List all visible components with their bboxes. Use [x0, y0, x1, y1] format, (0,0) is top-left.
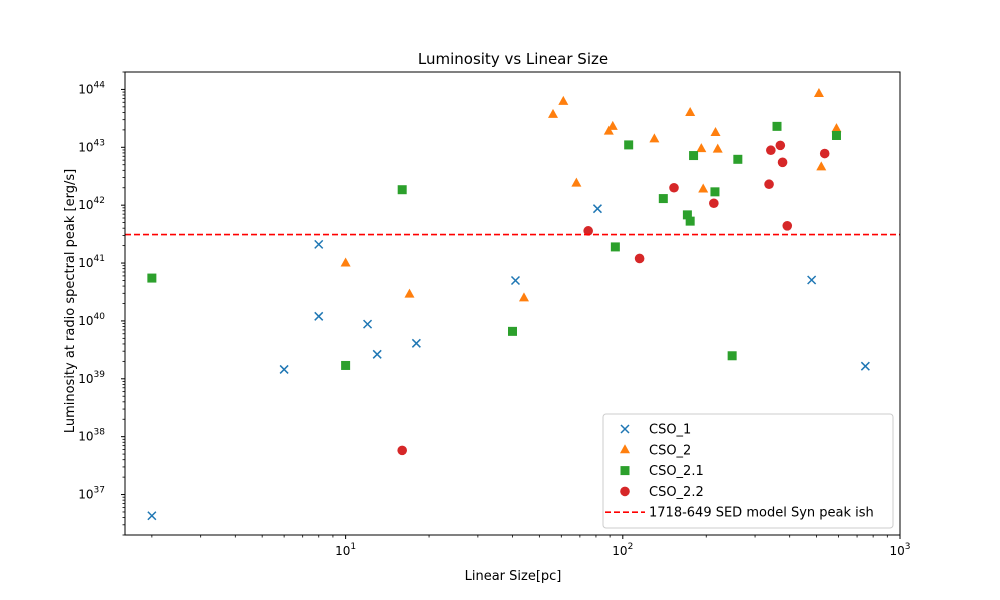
- data-point: [709, 198, 719, 209]
- data-point: [314, 311, 324, 321]
- data-point: [411, 338, 421, 348]
- legend-marker: [620, 486, 630, 497]
- data-points: [125, 88, 900, 521]
- y-axis-label: Luminosity at radio spectral peak [erg/s…: [63, 169, 78, 433]
- x-axis-label: Linear Size[pc]: [465, 569, 562, 584]
- data-point: [397, 445, 407, 456]
- legend-label: CSO_2.1: [649, 464, 704, 479]
- data-point: [860, 361, 870, 371]
- legend-box: [602, 413, 894, 529]
- data-point: [696, 143, 707, 153]
- data-point: [610, 242, 620, 252]
- data-point: [831, 130, 841, 140]
- data-point: [710, 127, 721, 137]
- y-tick-label: 1037: [78, 486, 105, 502]
- y-tick-label: 1039: [78, 370, 105, 386]
- data-point: [571, 177, 582, 187]
- legend-marker: [620, 424, 630, 434]
- data-point: [764, 179, 774, 190]
- data-point: [340, 257, 351, 267]
- data-point: [624, 140, 634, 150]
- data-point: [782, 221, 793, 231]
- data-point: [548, 108, 559, 118]
- series-CSO_2.2: [397, 140, 830, 456]
- data-point: [772, 121, 782, 131]
- x-tick-label: 101: [335, 542, 356, 558]
- data-point: [279, 364, 289, 374]
- data-point: [658, 194, 668, 204]
- data-point: [397, 185, 407, 195]
- data-point: [807, 275, 817, 285]
- legend-label: CSO_2.2: [649, 485, 704, 500]
- plot-frame: [124, 71, 901, 536]
- data-point: [634, 253, 645, 264]
- legend-label: CSO_1: [649, 423, 691, 438]
- legend: CSO_1 CSO_2 CSO_2.1 CSO_2.2 1718-649 SED mod…: [602, 413, 894, 529]
- series-CSO_2: [340, 88, 842, 302]
- data-point: [372, 349, 382, 359]
- data-point: [689, 151, 699, 161]
- data-point: [698, 183, 709, 193]
- data-point: [341, 360, 351, 370]
- data-point: [816, 161, 827, 171]
- y-tick-label: 1043: [78, 138, 105, 154]
- data-point: [510, 275, 521, 285]
- data-point: [727, 351, 737, 361]
- data-point: [669, 182, 679, 193]
- series-CSO_2.1: [147, 121, 841, 370]
- data-point: [603, 125, 614, 135]
- data-point: [592, 204, 602, 214]
- data-point: [733, 154, 743, 164]
- data-point: [775, 140, 786, 151]
- data-point: [518, 292, 529, 302]
- data-point: [682, 210, 692, 220]
- data-point: [147, 511, 157, 521]
- data-point: [813, 88, 824, 98]
- data-point: [712, 143, 723, 153]
- legend-marker: [620, 466, 630, 476]
- data-point: [607, 120, 618, 130]
- y-tick-label: 1038: [78, 428, 105, 444]
- legend-label: CSO_2: [649, 443, 691, 458]
- legend-marker: [620, 444, 630, 454]
- x-tick-label: 103: [889, 542, 910, 558]
- y-tick-label: 1044: [78, 80, 105, 96]
- legend-label: 1718-649 SED model Syn peak ish: [649, 506, 874, 521]
- data-point: [363, 319, 373, 329]
- data-point: [558, 95, 569, 105]
- data-point: [583, 226, 593, 236]
- data-point: [710, 187, 720, 197]
- data-point: [819, 148, 830, 159]
- y-tick-label: 1040: [78, 312, 105, 328]
- chart-title: Luminosity vs Linear Size: [418, 50, 608, 68]
- data-point: [649, 133, 660, 143]
- x-tick-label: 102: [612, 542, 633, 558]
- data-point: [404, 288, 415, 298]
- y-tick-label: 1042: [78, 196, 105, 212]
- data-point: [685, 216, 695, 226]
- data-point: [766, 145, 776, 156]
- y-tick-label: 1041: [78, 254, 105, 270]
- data-point: [685, 106, 696, 116]
- data-point: [314, 239, 324, 249]
- data-point: [831, 123, 842, 133]
- data-point: [147, 273, 157, 283]
- series-CSO_1: [147, 204, 870, 521]
- data-point: [777, 157, 788, 168]
- data-point: [508, 326, 517, 336]
